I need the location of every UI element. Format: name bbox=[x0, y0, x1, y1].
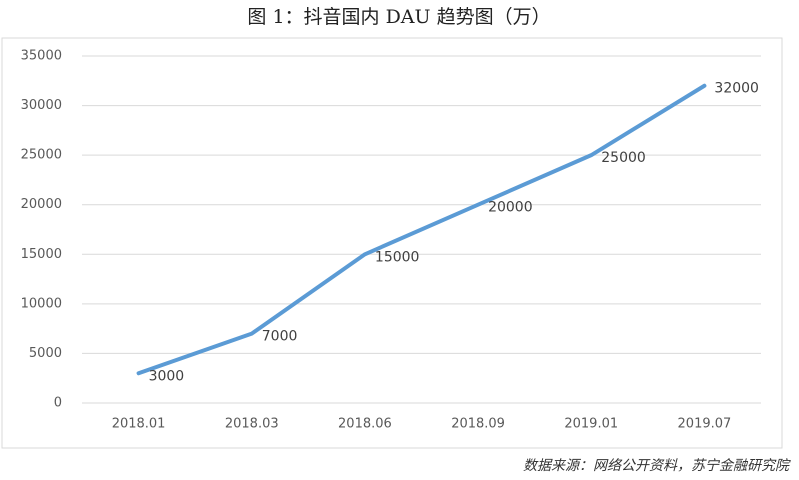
data-label: 15000 bbox=[375, 249, 420, 265]
data-label: 3000 bbox=[149, 368, 185, 384]
y-tick-label: 0 bbox=[54, 396, 62, 411]
y-tick-label: 35000 bbox=[21, 49, 62, 64]
chart-title: 图 1：抖音国内 DAU 趋势图（万） bbox=[247, 6, 550, 28]
x-tick-label: 2019.01 bbox=[564, 417, 618, 432]
x-tick-label: 2019.07 bbox=[678, 417, 732, 432]
chart-frame bbox=[1, 37, 783, 449]
x-tick-label: 2018.09 bbox=[451, 417, 505, 432]
data-label: 25000 bbox=[601, 150, 646, 166]
y-tick-label: 25000 bbox=[21, 148, 62, 163]
y-tick-label: 30000 bbox=[21, 98, 62, 113]
source-note: 数据来源：网络公开资料，苏宁金融研究院 bbox=[523, 458, 791, 474]
y-tick-label: 20000 bbox=[21, 197, 62, 212]
line bbox=[136, 83, 707, 376]
data-label: 32000 bbox=[714, 81, 759, 97]
y-tick-label: 15000 bbox=[21, 247, 62, 262]
data-label: 7000 bbox=[262, 329, 298, 345]
x-tick-label: 2018.01 bbox=[112, 417, 166, 432]
y-tick-label: 5000 bbox=[29, 346, 62, 361]
x-tick-label: 2018.06 bbox=[338, 417, 392, 432]
x-tick-label: 2018.03 bbox=[225, 417, 279, 432]
data-label: 20000 bbox=[488, 200, 533, 216]
y-tick-label: 10000 bbox=[21, 296, 62, 311]
